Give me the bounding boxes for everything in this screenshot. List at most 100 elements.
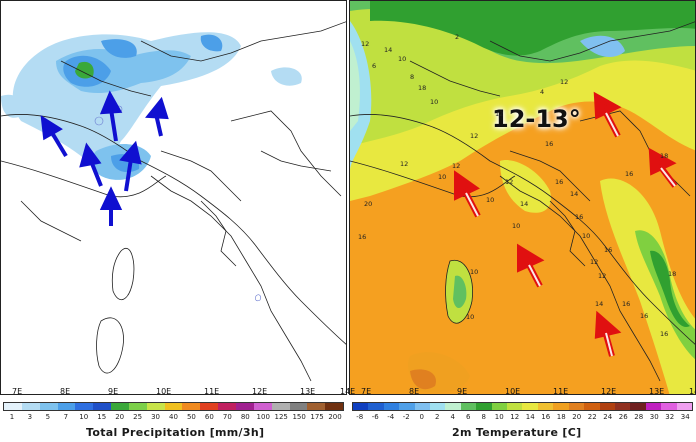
- temperature-value: 10: [486, 196, 495, 204]
- precipitation-colorbar: [3, 402, 344, 411]
- colorbar-swatch: [253, 403, 272, 410]
- temperature-value: 10: [466, 313, 475, 321]
- colorbar-swatch: [414, 403, 431, 410]
- colorbar-swatch: [522, 403, 538, 410]
- temperature-value: 10: [470, 268, 479, 276]
- temperature-value: 12: [470, 132, 479, 140]
- longitude-label: 8E: [409, 387, 420, 396]
- colorbar-tick: 25: [133, 413, 143, 421]
- colorbar-tick: 8: [481, 413, 486, 421]
- colorbar-swatch: [218, 403, 236, 410]
- colorbar-swatch: [325, 403, 344, 410]
- longitude-label: 12E: [252, 387, 268, 396]
- precipitation-colorbar-ticks: 1 3 5 7 10 15 20 25 30 40 50 60 70 80 100 125 150 175 200: [3, 413, 344, 423]
- longitude-label: 10E: [505, 387, 521, 396]
- colorbar-swatch: [57, 403, 76, 410]
- temperature-value: 12: [598, 272, 607, 280]
- temperature-value: 16: [575, 213, 584, 221]
- colorbar-tick: 24: [603, 413, 613, 421]
- longitude-label: 11E: [204, 387, 220, 396]
- colorbar-swatch: [476, 403, 492, 410]
- colorbar-tick: 20: [115, 413, 125, 421]
- colorbar-swatch: [368, 403, 384, 410]
- colorbar-tick: 15: [97, 413, 107, 421]
- longitude-label: 9E: [108, 387, 119, 396]
- airflow-arrows: [40, 90, 169, 226]
- colorbar-tick: 70: [222, 413, 232, 421]
- colorbar-tick: 40: [169, 413, 178, 421]
- temperature-value: 20: [364, 200, 373, 208]
- temperature-value: 8: [410, 73, 415, 81]
- colorbar-tick: -6: [371, 413, 379, 421]
- colorbar-swatch: [200, 403, 219, 410]
- temperature-value: 16: [622, 300, 631, 308]
- temperature-value: 16: [604, 246, 613, 254]
- temperature-value: 12: [505, 178, 514, 186]
- colorbar-tick: 125: [274, 413, 288, 421]
- colorbar-swatch: [584, 403, 600, 410]
- precipitation-colorbar-title: Total Precipitation [mm/3h]: [86, 426, 265, 439]
- colorbar-tick: 34: [680, 413, 690, 421]
- arrow-1: [49, 129, 68, 158]
- colorbar-swatch: [614, 403, 631, 410]
- colorbar-tick: 30: [649, 413, 659, 421]
- colorbar-swatch: [289, 403, 308, 410]
- colorbar-tick: 20: [572, 413, 582, 421]
- longitude-label: 8E: [60, 387, 71, 396]
- colorbar-swatch: [553, 403, 569, 410]
- temperature-value: 12: [560, 78, 569, 86]
- colorbar-tick: 150: [292, 413, 306, 421]
- temperature-map: [350, 1, 695, 394]
- colorbar-tick: 5: [45, 413, 51, 421]
- colorbar-swatch: [111, 403, 129, 410]
- temperature-value: 10: [438, 173, 447, 181]
- colorbar-swatch: [661, 403, 677, 410]
- colorbar-swatch: [93, 403, 112, 410]
- colorbar-swatch: [630, 403, 646, 410]
- longitude-label: 7E: [12, 387, 23, 396]
- temperature-value: 12: [590, 258, 599, 266]
- colorbar-swatch: [537, 403, 554, 410]
- temperature-map-panel: [349, 0, 696, 395]
- colorbar-swatch: [75, 403, 94, 410]
- colorbar-tick: 2: [435, 413, 440, 421]
- colorbar-swatch: [21, 403, 40, 410]
- colorbar-tick: 18: [556, 413, 566, 421]
- longitude-label: 14E: [340, 387, 356, 396]
- colorbar-tick: 32: [665, 413, 675, 421]
- colorbar-swatch: [383, 403, 400, 410]
- temperature-value: 10: [430, 98, 439, 106]
- colorbar-tick: 200: [328, 413, 342, 421]
- temperature-colorbar-title: 2m Temperature [C]: [452, 426, 582, 439]
- colorbar-swatch: [430, 403, 446, 410]
- colorbar-tick: 100: [256, 413, 270, 421]
- colorbar-tick: 10: [494, 413, 504, 421]
- colorbar-swatch: [568, 403, 585, 410]
- longitude-label: 14E: [689, 387, 696, 396]
- temperature-value: 12: [452, 162, 461, 170]
- temperature-colorbar-ticks: -8 -6 -4 -2 0 2 4 6 8 10 12 14 16 18 20 22 24 26 28 30 32 34: [352, 413, 693, 423]
- longitude-label: 10E: [156, 387, 172, 396]
- colorbar-tick: -2: [402, 413, 410, 421]
- longitude-label: 13E: [649, 387, 665, 396]
- colorbar-swatch: [4, 403, 22, 410]
- colorbar-swatch: [353, 403, 369, 410]
- temperature-colorbar: [352, 402, 693, 411]
- colorbar-tick: 7: [63, 413, 69, 421]
- highlight-temperature-label: 12-13°: [492, 105, 581, 133]
- colorbar-tick: 22: [587, 413, 597, 421]
- precipitation-map-panel: [0, 0, 347, 395]
- colorbar-swatch: [182, 403, 201, 410]
- colorbar-tick: 175: [310, 413, 324, 421]
- temperature-value: 16: [640, 312, 649, 320]
- temperature-value: 16: [625, 170, 634, 178]
- precipitation-map: [1, 21, 346, 382]
- longitude-label: 12E: [601, 387, 617, 396]
- colorbar-tick: 26: [618, 413, 628, 421]
- colorbar-tick: 28: [634, 413, 644, 421]
- temperature-value: 16: [358, 233, 367, 241]
- temperature-value: 18: [660, 152, 669, 160]
- colorbar-swatch: [645, 403, 662, 410]
- colorbar-swatch: [599, 403, 615, 410]
- longitude-label: 9E: [457, 387, 468, 396]
